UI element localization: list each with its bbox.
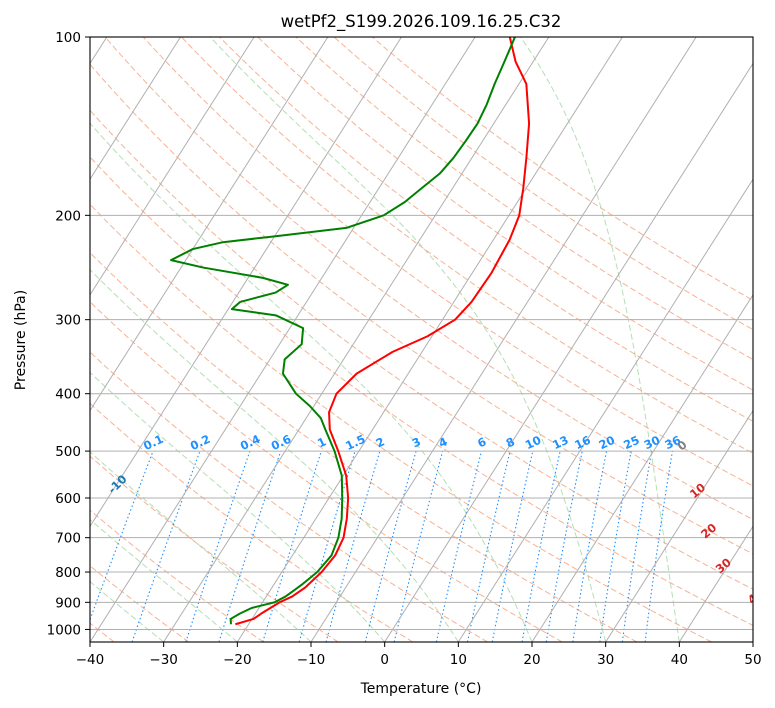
moist-adiabat-label: 40 <box>745 586 766 607</box>
dry-adiabat-line <box>295 37 753 361</box>
moist-adiabats <box>90 37 680 642</box>
y-tick-label: 600 <box>55 491 81 507</box>
x-tick-label: 50 <box>744 652 761 668</box>
y-tick-label: 300 <box>55 313 81 329</box>
dry-adiabat-line <box>90 109 753 590</box>
isobar-gridlines <box>90 37 753 630</box>
isotherm-gridlines <box>90 37 753 642</box>
isotherm-line <box>90 37 476 642</box>
isotherm-line <box>531 293 753 642</box>
moist-adiabat-line <box>90 518 238 642</box>
dewpoint-profile-line <box>170 37 516 625</box>
y-tick-label: 500 <box>55 444 81 460</box>
mixing-ratio-line <box>435 450 483 642</box>
dry-adiabat-line <box>90 156 753 627</box>
moist-adiabat-line <box>90 451 312 642</box>
isotherm-line <box>457 178 753 642</box>
dry-adiabat-line <box>90 203 712 642</box>
isotherm-line <box>605 409 753 642</box>
y-tick-label: 900 <box>55 595 81 611</box>
isotherm-line <box>384 62 753 642</box>
dry-adiabat-line <box>371 37 753 301</box>
dry-adiabat-line <box>104 37 753 521</box>
dry-adiabat-line <box>90 251 638 642</box>
mixing-ratio-label: 10 <box>523 433 543 452</box>
mixing-ratio-line <box>298 450 356 642</box>
x-tick-label: −40 <box>76 652 105 668</box>
isotherm-line <box>236 37 623 642</box>
isotherm-line <box>163 37 550 642</box>
x-tick-label: 20 <box>523 652 540 668</box>
x-tick-label: −20 <box>223 652 252 668</box>
y-tick-label: 800 <box>55 565 81 581</box>
temperature-profile-line <box>235 37 531 626</box>
isotherm-line <box>678 525 753 642</box>
mixing-ratio-line <box>262 450 322 642</box>
y-tick-label: 700 <box>55 531 81 547</box>
mixing-ratio-line <box>218 450 282 642</box>
mixing-ratio-line <box>185 450 251 642</box>
moist-adiabat-line <box>90 268 459 642</box>
mixing-ratio-label: 20 <box>597 433 617 452</box>
isotherm-line <box>90 37 402 528</box>
chart-title: wetPf2_S199.2026.109.16.25.C32 <box>281 12 562 32</box>
plot-frame <box>89 36 754 643</box>
mixing-ratio-line <box>621 451 653 642</box>
mixing-ratio-label: 16 <box>572 433 592 452</box>
mixing-ratio-line <box>599 451 632 642</box>
mixing-ratio-label: 30 <box>642 433 662 452</box>
mixing-ratio-line <box>644 451 673 642</box>
moist-adiabat-line <box>90 122 533 642</box>
x-tick-label: 40 <box>671 652 688 668</box>
dry-adiabat-line <box>333 37 753 331</box>
x-axis-title: Temperature (°C) <box>360 681 482 697</box>
mixing-ratio-label: 25 <box>621 433 641 452</box>
mixing-ratio-label: 13 <box>550 433 570 452</box>
dry-adiabat-line <box>90 509 264 642</box>
axes: −40 −30 −20 −10 0 10 20 30 40 50 1000 900 800 700 600 5… <box>47 30 762 668</box>
isotherm-line <box>90 37 181 181</box>
y-axis-title: Pressure (hPa) <box>13 290 29 390</box>
y-tick-label: 400 <box>55 387 81 403</box>
y-tick-label: 100 <box>55 30 81 46</box>
y-tick-label: 200 <box>55 208 81 224</box>
mixing-ratio-line <box>325 450 381 642</box>
isotherm-line <box>310 37 697 642</box>
dry-adiabat-line <box>257 37 753 391</box>
x-tick-label: 10 <box>450 652 467 668</box>
mixing-ratio-line <box>466 450 511 642</box>
dry-adiabat-line <box>219 37 753 422</box>
x-tick-label: 0 <box>380 652 389 668</box>
y-tick-label: 1000 <box>47 622 81 638</box>
dry-adiabat-line <box>90 301 563 642</box>
sounding-profiles <box>170 37 531 626</box>
isotherm-line <box>90 37 255 296</box>
dry-adiabat-line <box>90 351 488 642</box>
moist-adiabat-line <box>90 580 164 642</box>
isotherm-line <box>90 37 329 412</box>
moist-adiabat-line <box>90 371 386 642</box>
dry-adiabat-line <box>142 37 753 487</box>
dry-adiabat-line <box>90 455 339 642</box>
x-tick-label: 30 <box>597 652 614 668</box>
mixing-ratio-label: 36 <box>663 433 683 452</box>
x-tick-label: −10 <box>297 652 326 668</box>
mixing-ratio-line <box>364 450 417 642</box>
x-tick-label: −30 <box>149 652 178 668</box>
